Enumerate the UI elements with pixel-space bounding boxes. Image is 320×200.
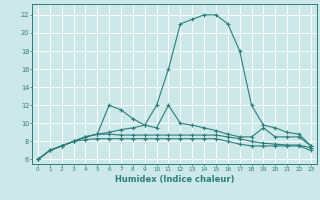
X-axis label: Humidex (Indice chaleur): Humidex (Indice chaleur) [115,175,234,184]
